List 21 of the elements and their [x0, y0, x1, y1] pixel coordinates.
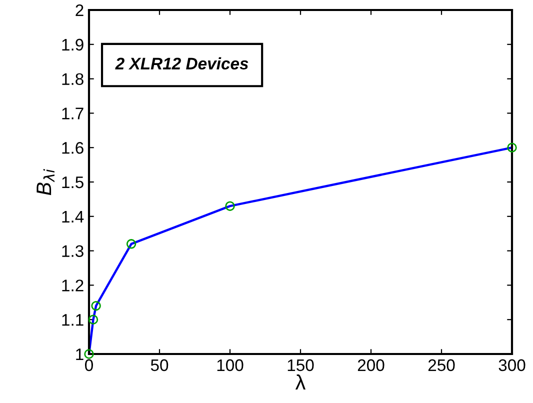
x-tick-label: 100	[217, 359, 244, 372]
y-tick-label: 1.7	[62, 108, 84, 120]
y-axis-title: B$_{λi}$	[36, 169, 54, 196]
x-tick-label: 150	[288, 359, 314, 372]
y-tick-label: 1.6	[62, 142, 84, 154]
y-tick-label: 1.2	[62, 280, 84, 292]
x-tick-label: 250	[428, 359, 455, 372]
x-axis-title: λ	[295, 374, 306, 390]
y-tick-label: 1.9	[62, 38, 84, 51]
x-tick-label: 50	[150, 359, 168, 372]
y-tick-label: 1.4	[62, 210, 84, 222]
y-tick-label: 1.8	[62, 73, 84, 86]
annotation: 2 XLR12 Devices	[115, 57, 248, 70]
x-tick-label: 0	[85, 359, 93, 372]
y-tick-label: 2	[76, 4, 84, 16]
x-tick-label: 200	[358, 359, 384, 372]
y-tick-label: 1.1	[62, 314, 84, 326]
x-tick-label: 300	[498, 359, 526, 372]
y-tick-label: 1	[76, 348, 84, 360]
y-tick-label: 1.5	[62, 176, 84, 188]
y-tick-label: 1.3	[62, 245, 84, 258]
